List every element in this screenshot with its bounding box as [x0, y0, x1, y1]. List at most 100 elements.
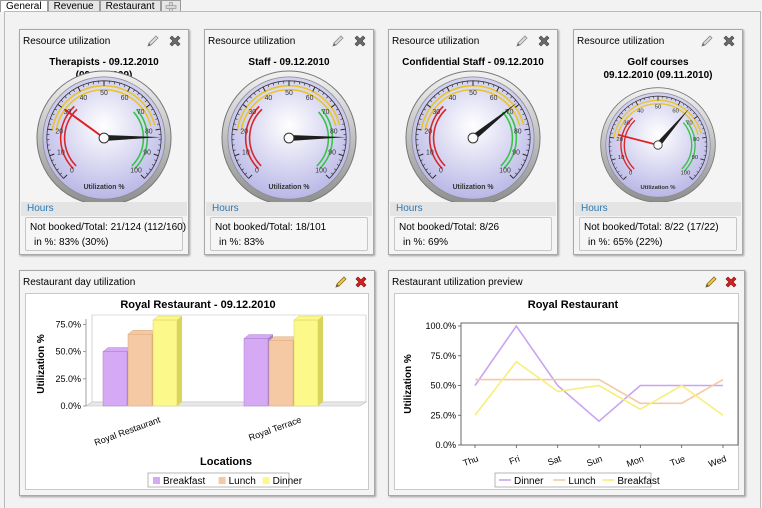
- edit-pencil-icon[interactable]: [146, 34, 160, 48]
- gauge-tick-label: 50: [469, 90, 477, 97]
- gauge-tick-label: 100: [499, 168, 511, 175]
- gauge-tick-label: 10: [242, 149, 250, 156]
- gauge-tick-label: 40: [265, 95, 273, 102]
- restaurant-day-utilization-portlet: Restaurant day utilization Royal Restaur…: [19, 270, 375, 496]
- tab-revenue[interactable]: Revenue: [47, 0, 100, 12]
- portlet-header: Resource utilization: [389, 30, 557, 52]
- hours-label[interactable]: Hours: [581, 203, 608, 214]
- x-category-label: Royal Terrace: [247, 414, 302, 442]
- bar[interactable]: [102, 351, 128, 407]
- utilization-gauge: 0 10 20 30 40 50 60 70 80 90 100 Utilization %: [221, 70, 357, 206]
- gauge-tick-label: 90: [692, 155, 699, 161]
- edit-pencil-icon[interactable]: [331, 34, 345, 48]
- legend: [147, 472, 290, 488]
- close-icon[interactable]: [353, 34, 367, 48]
- not-booked-total-text: Not booked/Total: 18/101: [215, 222, 327, 233]
- legend-label: Breakfast: [163, 476, 205, 487]
- edit-pencil-icon[interactable]: [700, 34, 714, 48]
- gauge-unit-label: Utilization %: [84, 184, 125, 191]
- legend-label: Dinner: [273, 476, 303, 487]
- gauge-tick-label: 0: [70, 168, 74, 175]
- needle-hub: [467, 132, 479, 144]
- x-category-label: Sun: [585, 453, 603, 468]
- plot-area: [460, 322, 739, 446]
- legend-swatch: [153, 477, 160, 484]
- portlet-title: Resource utilization: [23, 36, 111, 47]
- gauge-tick-label: 90: [143, 149, 151, 156]
- utilization-gauge: 0 10 20 30 40 50 60 70 80 90 100 Utilization %: [600, 87, 716, 203]
- gauge-tick-label: 80: [145, 128, 153, 135]
- gauge-unit-label: Utilization %: [453, 184, 494, 191]
- close-icon[interactable]: [354, 275, 368, 289]
- not-booked-total-text: Not booked/Total: 21/124 (112/160): [30, 222, 187, 233]
- hours-label[interactable]: Hours: [27, 203, 54, 214]
- gauge-tick-label: 30: [248, 109, 256, 116]
- gauge-subtitle: Staff - 09.12.2010: [205, 56, 373, 69]
- gauge-tick-label: 70: [137, 109, 145, 116]
- not-booked-total-text: Not booked/Total: 8/22 (17/22): [584, 222, 719, 233]
- restaurant-utilization-preview-portlet: Restaurant utilization preview Royal Res…: [388, 270, 745, 496]
- y-axis-label: Utilization %: [36, 334, 47, 394]
- bar-chart: Royal Restaurant - 09.12.2010 0.0% 25.0% 50…: [36, 299, 367, 488]
- gauge-tick-label: 90: [328, 149, 336, 156]
- not-booked-total-text: Not booked/Total: 8/26: [399, 222, 500, 233]
- x-axis-label: Locations: [200, 456, 252, 468]
- portlet-header: Resource utilization: [20, 30, 188, 52]
- bar[interactable]: [293, 319, 319, 407]
- tab-restaurant-label: Restaurant: [105, 1, 155, 12]
- gauge-tick-label: 50: [100, 90, 108, 97]
- edit-pencil-icon[interactable]: [334, 275, 348, 289]
- gauge-tick-label: 0: [629, 171, 633, 177]
- y-tick-label: 0.0%: [435, 440, 456, 450]
- gauge-tick-label: 70: [322, 109, 330, 116]
- utilization-percent-text: in %: 65% (22%): [588, 237, 663, 248]
- y-tick-label: 0.0%: [60, 401, 81, 411]
- close-icon[interactable]: [537, 34, 551, 48]
- tab-restaurant[interactable]: Restaurant: [99, 0, 161, 12]
- gauge-tick-label: 40: [80, 95, 88, 102]
- bar[interactable]: [268, 340, 294, 407]
- hours-band: [390, 202, 556, 216]
- gauge-subtitle-line1: Staff - 09.12.2010: [248, 57, 330, 68]
- gauge-tick-label: 100: [681, 171, 692, 177]
- gauge-tick-label: 60: [306, 95, 314, 102]
- y-tick-label: 75.0%: [430, 351, 456, 361]
- hours-label[interactable]: Hours: [396, 203, 423, 214]
- bar[interactable]: [127, 333, 153, 407]
- y-tick-label: 50.0%: [55, 347, 81, 357]
- gauge-needle: [656, 107, 690, 147]
- portlet-header: Restaurant utilization preview: [389, 271, 744, 293]
- gauge-needle: [103, 135, 162, 141]
- gauge-tick-label: 30: [432, 109, 440, 116]
- hours-band: [206, 202, 372, 216]
- utilization-percent-text: in %: 83%: [219, 237, 265, 248]
- edit-pencil-icon[interactable]: [515, 34, 529, 48]
- gauge-tick-label: 80: [514, 128, 522, 135]
- close-icon[interactable]: [168, 34, 182, 48]
- gauge-unit-label: Utilization %: [269, 184, 310, 191]
- close-icon[interactable]: [722, 34, 736, 48]
- gauge-tick-label: 80: [693, 137, 700, 143]
- bar[interactable]: [152, 319, 178, 407]
- edit-pencil-icon[interactable]: [704, 275, 718, 289]
- tab-general[interactable]: General: [0, 0, 48, 12]
- close-icon[interactable]: [724, 275, 738, 289]
- add-tab-button[interactable]: [160, 0, 181, 12]
- bar[interactable]: [243, 338, 269, 407]
- legend-label: Dinner: [514, 476, 544, 487]
- portlet-title: Restaurant utilization preview: [392, 277, 523, 288]
- gauge-tick-label: 20: [424, 128, 432, 135]
- y-tick-label: 75.0%: [55, 319, 81, 329]
- line-chart: Royal Restaurant 0.0% 25.0% 50.0% 75.0% 100.0…: [403, 299, 739, 488]
- gauge-tick-label: 30: [623, 120, 630, 126]
- gauge-tick-label: 100: [130, 168, 142, 175]
- series-line[interactable]: [475, 378, 724, 405]
- series-line[interactable]: [474, 360, 724, 416]
- gauge-tick-label: 60: [672, 109, 679, 115]
- portlet-header: Restaurant day utilization: [20, 271, 374, 293]
- gauge-needle: [288, 135, 347, 141]
- needle-hub: [283, 132, 295, 144]
- gauge-unit-label: Utilization %: [641, 185, 677, 191]
- hours-label[interactable]: Hours: [212, 203, 239, 214]
- tab-bar: General Revenue Restaurant: [0, 0, 181, 12]
